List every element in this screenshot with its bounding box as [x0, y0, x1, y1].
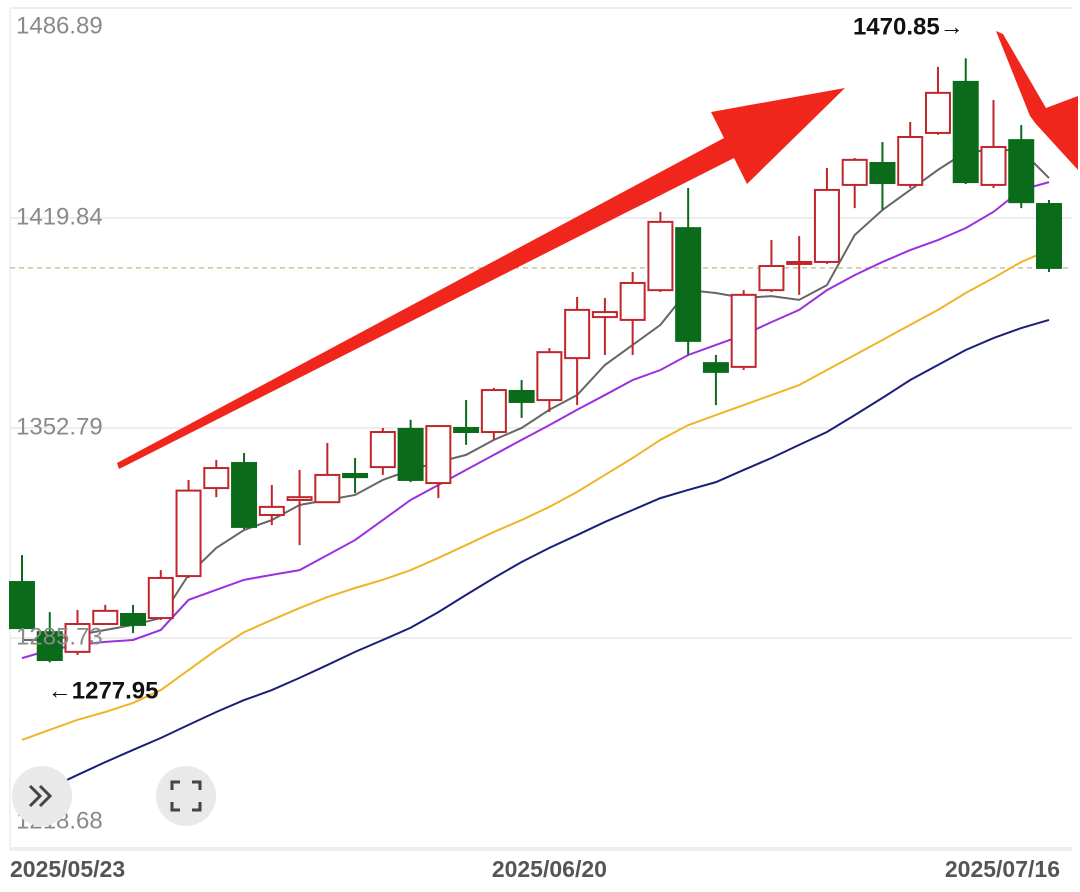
- grid: [10, 7, 1072, 849]
- candle-body: [36, 631, 63, 662]
- candle-body: [314, 473, 341, 504]
- candle-body: [952, 80, 979, 184]
- candle-body: [147, 576, 174, 620]
- candles: [9, 58, 1062, 663]
- candle-body: [647, 220, 674, 292]
- y-tick-label: 1352.79: [16, 413, 103, 440]
- candle-body: [425, 425, 452, 485]
- ma-line: [21, 318, 1050, 801]
- button-bg[interactable]: [156, 766, 216, 826]
- candle-body: [120, 612, 147, 626]
- candle-body: [175, 489, 202, 578]
- candle-body: [841, 158, 868, 186]
- candle-body: [813, 188, 840, 263]
- candle-body: [675, 227, 702, 342]
- x-tick-label: 2025/05/23: [10, 856, 125, 882]
- candle-body: [980, 146, 1007, 186]
- candle-body: [924, 91, 951, 134]
- chevrons-icon: [28, 784, 53, 808]
- y-tick-label: 1419.84: [16, 203, 103, 230]
- candle-body: [869, 161, 896, 185]
- candle-body: [453, 426, 480, 434]
- candle-body: [64, 623, 91, 653]
- candle-body: [1008, 139, 1035, 204]
- ma-lines: [21, 149, 1050, 801]
- candle-body: [536, 351, 563, 402]
- candle-body: [619, 281, 646, 321]
- candle-body: [9, 581, 35, 630]
- candle-body: [702, 362, 729, 373]
- expand-button[interactable]: [12, 766, 72, 826]
- candle-body: [591, 311, 618, 319]
- candle-body: [203, 467, 230, 490]
- fullscreen-button[interactable]: [156, 766, 216, 826]
- candle-body: [92, 609, 119, 626]
- candle-body: [786, 260, 813, 265]
- high-annotation: 1470.85→: [853, 14, 964, 41]
- candle-body: [897, 136, 924, 186]
- y-tick-label: 1285.73: [16, 623, 103, 650]
- trend-arrow-down: [996, 31, 1078, 170]
- candle-body: [508, 389, 535, 403]
- candle-body: [369, 431, 396, 469]
- candle-body: [730, 293, 757, 368]
- labels: 1486.891419.841352.791285.731218.682025/…: [10, 12, 1060, 882]
- candle-body: [286, 496, 313, 501]
- candle-body: [258, 505, 285, 517]
- x-tick-label: 2025/06/20: [492, 856, 607, 882]
- candle-body: [564, 308, 591, 360]
- ma-line: [21, 249, 1050, 741]
- candle-body: [342, 472, 369, 479]
- x-tick-label: 2025/07/16: [945, 856, 1060, 882]
- candle-body: [758, 265, 785, 292]
- candle-body: [480, 389, 507, 434]
- candle-body: [1036, 203, 1062, 269]
- trend-arrow-up: [117, 88, 845, 469]
- ma-line: [21, 181, 1050, 660]
- y-tick-label: 1486.89: [16, 12, 103, 39]
- frame-icon: [170, 780, 202, 812]
- low-annotation: ←1277.95: [48, 678, 159, 705]
- candle-body: [231, 462, 258, 528]
- candle-body: [397, 427, 424, 481]
